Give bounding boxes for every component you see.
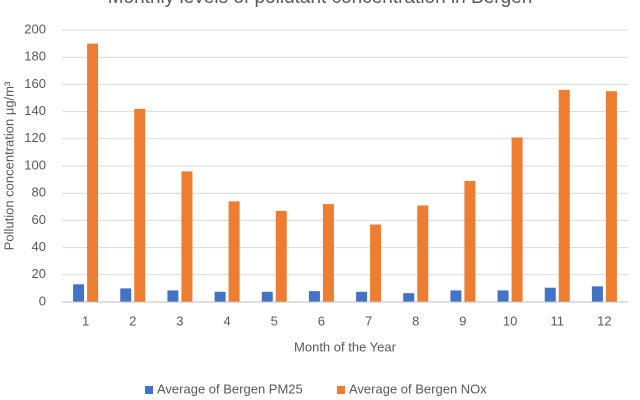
y-tick-label: 20: [32, 266, 46, 281]
legend-label: Average of Bergen NOx: [349, 381, 487, 396]
x-tick-label: 5: [271, 313, 278, 328]
bar: [558, 89, 570, 302]
x-tick-label: 6: [318, 313, 325, 328]
bar: [261, 291, 273, 302]
bar: [464, 180, 476, 302]
x-tick-label: 7: [365, 313, 372, 328]
bar: [497, 290, 509, 302]
x-tick-label: 8: [412, 313, 419, 328]
x-tick-label: 11: [551, 313, 565, 328]
bar: [134, 108, 146, 302]
x-tick-label: 3: [176, 313, 183, 328]
chart-title: Monthly levels of pollutant concentratio…: [108, 0, 533, 8]
y-axis-label: Pollution concentration µg/m³: [1, 81, 16, 250]
legend-label: Average of Bergen PM25: [157, 381, 303, 396]
bar: [403, 293, 415, 302]
bar: [450, 290, 462, 302]
bar: [167, 290, 179, 302]
bar: [591, 286, 603, 302]
y-tick-label: 100: [24, 157, 46, 172]
y-tick-label: 120: [24, 130, 46, 145]
y-tick-label: 160: [24, 76, 46, 91]
legend-swatch: [337, 386, 345, 394]
y-tick-label: 140: [24, 103, 46, 118]
bar: [73, 284, 85, 302]
bar: [181, 171, 193, 302]
bar: [308, 291, 320, 302]
bar: [228, 201, 240, 302]
y-tick-label: 80: [32, 185, 46, 200]
y-tick-label: 40: [32, 239, 46, 254]
x-tick-label: 2: [129, 313, 136, 328]
x-tick-label: 1: [82, 313, 89, 328]
bar: [120, 288, 132, 302]
y-tick-label: 200: [24, 21, 46, 36]
x-tick-label: 10: [503, 313, 517, 328]
bar: [214, 291, 226, 302]
x-axis-label: Month of the Year: [294, 339, 397, 354]
bar: [544, 287, 556, 302]
bar: [417, 205, 429, 302]
legend-swatch: [145, 386, 153, 394]
y-tick-label: 0: [39, 293, 46, 308]
bar: [356, 291, 368, 302]
bar: [87, 43, 99, 302]
bar: [322, 204, 334, 302]
x-tick-label: 4: [223, 313, 230, 328]
bar: [605, 91, 617, 302]
x-tick-label: 12: [597, 313, 611, 328]
bar: [275, 210, 287, 302]
bar: [370, 224, 382, 302]
bar: [511, 137, 523, 302]
y-tick-label: 60: [32, 212, 46, 227]
x-tick-label: 9: [459, 313, 466, 328]
y-tick-label: 180: [24, 49, 46, 64]
